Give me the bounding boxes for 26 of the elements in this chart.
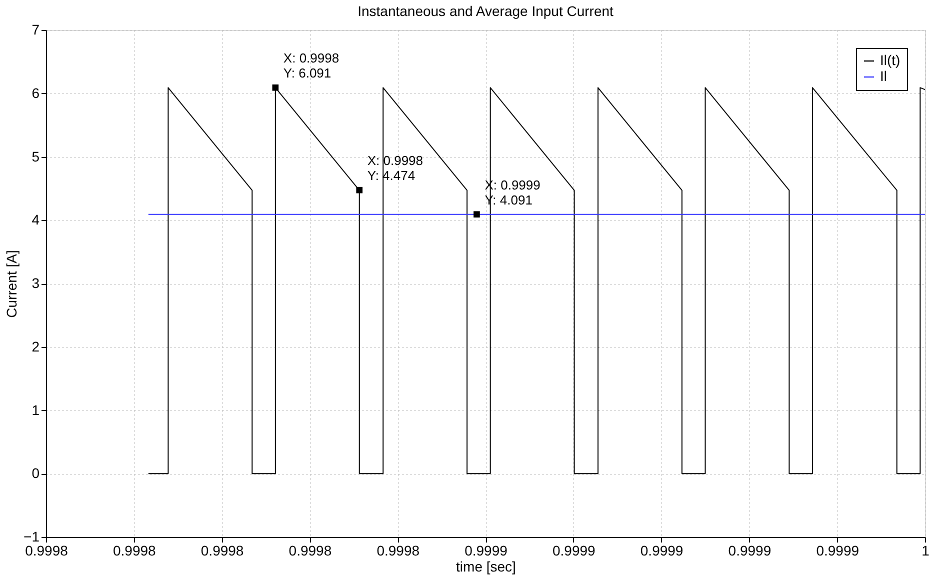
y-tick-label: 0 bbox=[32, 465, 40, 482]
y-tick-label: 5 bbox=[32, 148, 40, 164]
legend-label: Il bbox=[880, 68, 887, 84]
y-tick-label: 1 bbox=[32, 402, 40, 418]
x-tick-label: 0.9998 bbox=[112, 542, 156, 558]
x-tick-label: 0.9998 bbox=[25, 542, 68, 558]
y-axis-title: Current [A] bbox=[4, 250, 20, 318]
annotation: X: 0.9998 Y: 6.091 bbox=[283, 50, 340, 81]
x-axis-title: time [sec] bbox=[456, 558, 516, 574]
x-tick-label: 0.9999 bbox=[552, 542, 596, 558]
chart-title: Instantaneous and Average Input Current bbox=[358, 3, 614, 19]
y-tick-label: 4 bbox=[32, 212, 40, 228]
y-tick-label: 3 bbox=[32, 275, 40, 291]
y-tick-label: −1 bbox=[24, 528, 40, 544]
x-tick-label: 0.9998 bbox=[200, 542, 244, 558]
x-tick-label: 0.9999 bbox=[640, 542, 684, 558]
y-tick-label: 6 bbox=[32, 84, 40, 101]
y-tick-label: 2 bbox=[32, 338, 40, 354]
x-tick-label: 0.9999 bbox=[464, 542, 508, 558]
x-tick-label: 0.9998 bbox=[376, 542, 420, 558]
x-tick-label: 0.9998 bbox=[288, 542, 332, 558]
legend-label: Il(t) bbox=[880, 52, 900, 68]
x-tick-label: 0.9999 bbox=[816, 542, 860, 558]
y-tick-label: 7 bbox=[32, 22, 40, 38]
x-tick-label: 1 bbox=[922, 542, 930, 558]
x-tick-label: 0.9999 bbox=[728, 542, 772, 558]
